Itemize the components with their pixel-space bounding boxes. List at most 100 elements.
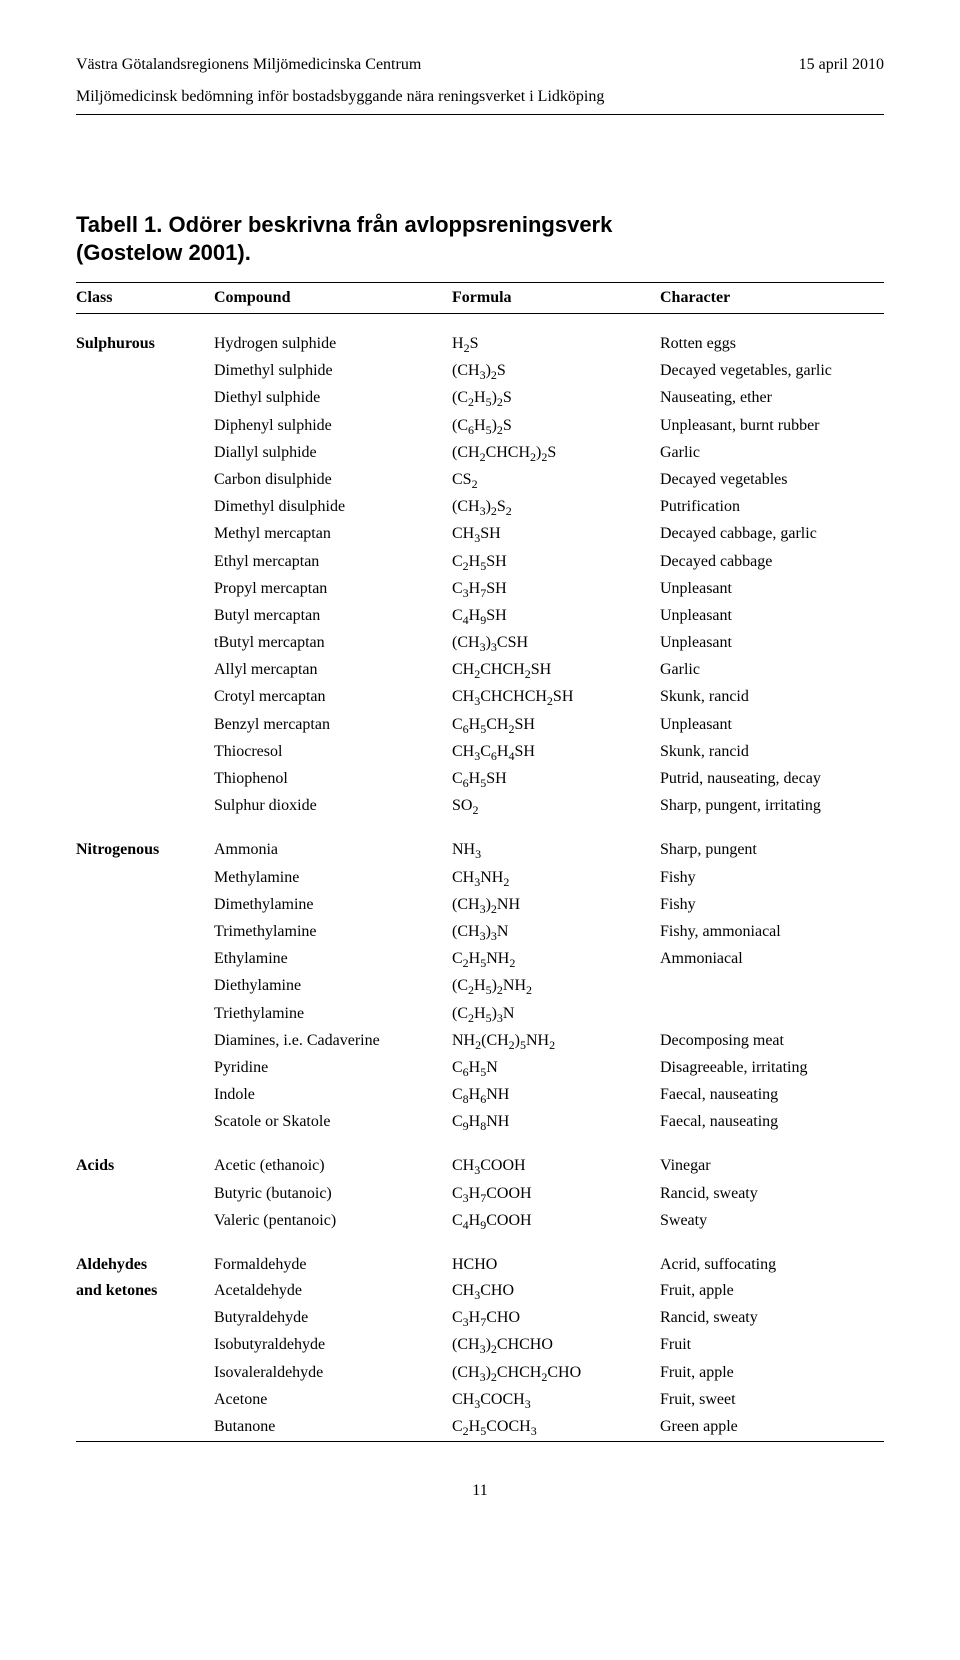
table-row: ThiocresolCH3C6H4SHSkunk, rancid [76, 739, 884, 766]
cell-compound: Acetone [214, 1387, 452, 1414]
cell-character: Ammoniacal [660, 946, 884, 973]
cell-formula: CH3SH [452, 521, 660, 548]
cell-character: Fruit, apple [660, 1360, 884, 1387]
table-row: Isovaleraldehyde(CH3)2CHCH2CHOFruit, app… [76, 1360, 884, 1387]
table-row: Valeric (pentanoic)C4H9COOHSweaty [76, 1208, 884, 1235]
table-row: Dimethylamine(CH3)2NHFishy [76, 892, 884, 919]
cell-character: Decayed cabbage, garlic [660, 521, 884, 548]
table-row: NitrogenousAmmoniaNH3Sharp, pungent [76, 820, 884, 864]
cell-character: Skunk, rancid [660, 739, 884, 766]
cell-compound: Diethyl sulphide [214, 385, 452, 412]
table-row: tButyl mercaptan(CH3)3CSHUnpleasant [76, 630, 884, 657]
cell-formula: C2H5NH2 [452, 946, 660, 973]
cell-formula: CH3CHO [452, 1278, 660, 1305]
cell-class: Acids [76, 1136, 214, 1180]
cell-character: Rancid, sweaty [660, 1181, 884, 1208]
cell-class [76, 657, 214, 684]
cell-character: Faecal, nauseating [660, 1082, 884, 1109]
cell-character: Unpleasant [660, 603, 884, 630]
cell-formula: CS2 [452, 467, 660, 494]
cell-formula: (CH3)2CHCHO [452, 1332, 660, 1359]
cell-formula: C6H5CH2SH [452, 712, 660, 739]
cell-compound: Ammonia [214, 820, 452, 864]
cell-formula: C3H7CHO [452, 1305, 660, 1332]
table-row: Diallyl sulphide(CH2CHCH2)2SGarlic [76, 440, 884, 467]
table-row: Butyric (butanoic)C3H7COOHRancid, sweaty [76, 1181, 884, 1208]
cell-compound: Dimethyl disulphide [214, 494, 452, 521]
page-header: Västra Götalandsregionens Miljömedicinsk… [76, 56, 884, 74]
table-row: Butyl mercaptanC4H9SHUnpleasant [76, 603, 884, 630]
cell-class [76, 1001, 214, 1028]
cell-character: Decayed vegetables [660, 467, 884, 494]
cell-class [76, 1305, 214, 1332]
cell-compound: Scatole or Skatole [214, 1109, 452, 1136]
cell-character: Fruit [660, 1332, 884, 1359]
table-row: MethylamineCH3NH2Fishy [76, 865, 884, 892]
cell-compound: Butyl mercaptan [214, 603, 452, 630]
cell-character: Sharp, pungent [660, 820, 884, 864]
cell-formula: C9H8NH [452, 1109, 660, 1136]
cell-class [76, 467, 214, 494]
col-character: Character [660, 283, 884, 314]
cell-formula: (C2H5)2S [452, 385, 660, 412]
cell-compound: Thiocresol [214, 739, 452, 766]
cell-class [76, 494, 214, 521]
cell-compound: Butanone [214, 1414, 452, 1442]
cell-class [76, 549, 214, 576]
col-class: Class [76, 283, 214, 314]
table-row: SulphurousHydrogen sulphideH2SRotten egg… [76, 314, 884, 359]
table-row: ButyraldehydeC3H7CHORancid, sweaty [76, 1305, 884, 1332]
cell-class [76, 1109, 214, 1136]
table-row: and ketonesAcetaldehydeCH3CHOFruit, appl… [76, 1278, 884, 1305]
cell-class [76, 1028, 214, 1055]
table-row: Isobutyraldehyde(CH3)2CHCHOFruit [76, 1332, 884, 1359]
cell-class [76, 1332, 214, 1359]
cell-class [76, 358, 214, 385]
cell-formula: H2S [452, 314, 660, 359]
cell-compound: Isovaleraldehyde [214, 1360, 452, 1387]
cell-formula: CH2CHCH2SH [452, 657, 660, 684]
cell-class [76, 1082, 214, 1109]
title-line1: Tabell 1. Odörer beskrivna från avloppsr… [76, 212, 612, 237]
cell-compound: Triethylamine [214, 1001, 452, 1028]
cell-character: Sharp, pungent, irritating [660, 793, 884, 820]
cell-class [76, 739, 214, 766]
cell-character: Vinegar [660, 1136, 884, 1180]
cell-class [76, 1387, 214, 1414]
table-row: Diethyl sulphide(C2H5)2SNauseating, ethe… [76, 385, 884, 412]
cell-character: Sweaty [660, 1208, 884, 1235]
table-row: Ethyl mercaptanC2H5SHDecayed cabbage [76, 549, 884, 576]
cell-compound: Thiophenol [214, 766, 452, 793]
table-row: AcetoneCH3COCH3Fruit, sweet [76, 1387, 884, 1414]
cell-class [76, 865, 214, 892]
cell-class [76, 521, 214, 548]
cell-character: Garlic [660, 440, 884, 467]
cell-formula: C8H6NH [452, 1082, 660, 1109]
page-subheader: Miljömedicinsk bedömning inför bostadsby… [76, 88, 884, 115]
cell-class [76, 440, 214, 467]
cell-class [76, 1208, 214, 1235]
cell-compound: Crotyl mercaptan [214, 684, 452, 711]
cell-formula: CH3NH2 [452, 865, 660, 892]
cell-formula: CH3C6H4SH [452, 739, 660, 766]
cell-character: Decayed vegetables, garlic [660, 358, 884, 385]
table-row: Propyl mercaptanC3H7SHUnpleasant [76, 576, 884, 603]
cell-character: Green apple [660, 1414, 884, 1442]
cell-character: Fruit, apple [660, 1278, 884, 1305]
cell-compound: Acetaldehyde [214, 1278, 452, 1305]
cell-class [76, 1055, 214, 1082]
col-formula: Formula [452, 283, 660, 314]
cell-class [76, 973, 214, 1000]
table-row: ButanoneC2H5COCH3Green apple [76, 1414, 884, 1442]
cell-compound: Formaldehyde [214, 1235, 452, 1278]
cell-compound: Dimethylamine [214, 892, 452, 919]
cell-compound: Diallyl sulphide [214, 440, 452, 467]
cell-compound: Ethyl mercaptan [214, 549, 452, 576]
table-row: Diamines, i.e. CadaverineNH2(CH2)5NH2Dec… [76, 1028, 884, 1055]
cell-character: Faecal, nauseating [660, 1109, 884, 1136]
table-row: Methyl mercaptanCH3SHDecayed cabbage, ga… [76, 521, 884, 548]
cell-formula: CH3COOH [452, 1136, 660, 1180]
cell-character: Nauseating, ether [660, 385, 884, 412]
cell-class: Sulphurous [76, 314, 214, 359]
cell-class: and ketones [76, 1278, 214, 1305]
